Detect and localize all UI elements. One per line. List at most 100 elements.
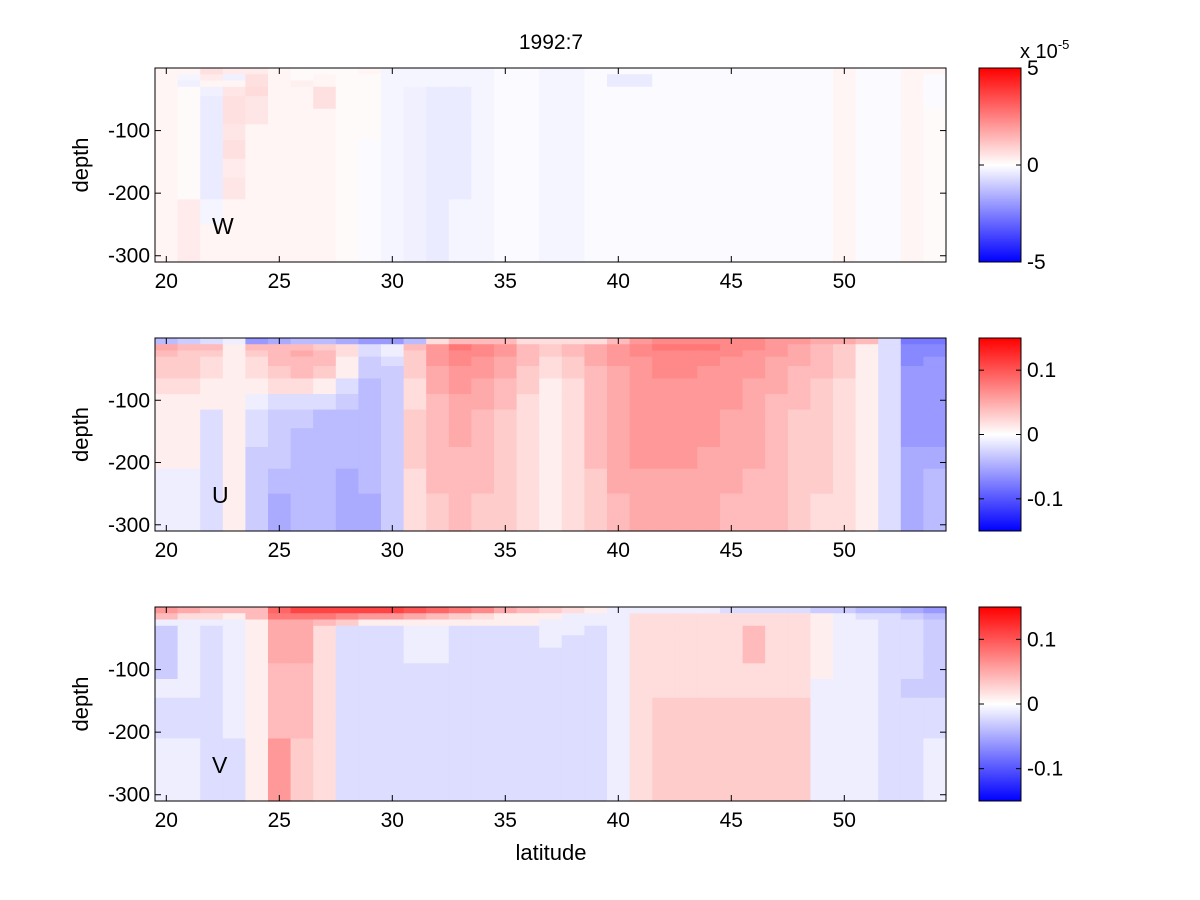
heatmap-cell <box>335 86 359 97</box>
heatmap-cell <box>268 96 292 110</box>
heatmap-cell <box>787 625 811 636</box>
heatmap-cell <box>674 468 698 495</box>
heatmap-cell <box>765 158 789 179</box>
heatmap-cell <box>923 394 947 411</box>
heatmap-cell <box>448 350 472 358</box>
heatmap-cell <box>426 446 450 470</box>
heatmap-cell <box>720 356 744 367</box>
heatmap-cell <box>403 663 427 680</box>
heatmap-cell <box>448 96 472 110</box>
heatmap-cell <box>245 158 269 179</box>
heatmap-cell <box>516 697 540 718</box>
heatmap-cell <box>833 763 857 802</box>
heatmap-cell <box>358 635 382 649</box>
heatmap-cell <box>855 763 879 802</box>
heatmap-cell <box>674 74 698 82</box>
heatmap-cell <box>426 428 450 448</box>
heatmap-cell <box>335 607 359 614</box>
heatmap-cell <box>313 139 337 160</box>
heatmap-cell <box>697 96 721 110</box>
heatmap-cell <box>358 697 382 718</box>
heatmap-cell <box>358 625 382 636</box>
heatmap-cell <box>290 409 314 429</box>
colorbar-tick-label: 0 <box>1027 154 1039 177</box>
heatmap-cell <box>200 124 224 141</box>
heatmap-cell <box>855 366 879 380</box>
heatmap-cell <box>516 80 540 88</box>
heatmap-cell <box>268 468 292 495</box>
heatmap-cell <box>155 80 179 88</box>
heatmap-cell <box>200 716 224 740</box>
heatmap-cell <box>810 446 834 470</box>
heatmap-cell <box>900 350 924 358</box>
heatmap-cell <box>403 409 427 429</box>
heatmap-cell <box>787 139 811 160</box>
heatmap-cell <box>923 158 947 179</box>
heatmap-cell <box>381 224 405 263</box>
heatmap-cell <box>810 199 834 226</box>
heatmap-cell <box>290 647 314 664</box>
heatmap-cell <box>629 647 653 664</box>
heatmap-cell <box>290 625 314 636</box>
heatmap-cell <box>923 446 947 470</box>
colorbar-exponent-power: -5 <box>1058 37 1070 52</box>
heatmap-cell <box>290 763 314 802</box>
heatmap-cell <box>787 177 811 201</box>
heatmap-cell <box>313 663 337 680</box>
heatmap-cell <box>855 409 879 429</box>
heatmap-cell <box>245 338 269 345</box>
heatmap-cell <box>765 80 789 88</box>
heatmap-cell <box>381 468 405 495</box>
heatmap-cell <box>900 344 924 352</box>
heatmap-cell <box>674 177 698 201</box>
heatmap-cell <box>177 697 201 718</box>
heatmap-cell <box>403 338 427 345</box>
heatmap-cell <box>335 177 359 201</box>
heatmap-cell <box>629 607 653 614</box>
heatmap-cell <box>448 697 472 718</box>
heatmap-cell <box>245 607 269 614</box>
heatmap-cell <box>290 394 314 411</box>
heatmap-cell <box>381 378 405 395</box>
chart-title: 1992:7 <box>519 31 583 54</box>
heatmap-cell <box>765 177 789 201</box>
heatmap-cell <box>833 158 857 179</box>
heatmap-cell <box>222 338 246 345</box>
heatmap-cell <box>561 394 585 411</box>
heatmap-cell <box>923 409 947 429</box>
colorbar: 50-5x 10-5 <box>978 37 1069 274</box>
heatmap-cell <box>177 763 201 802</box>
heatmap-cell <box>539 409 563 429</box>
heatmap-cell <box>923 108 947 125</box>
heatmap-cell <box>561 158 585 179</box>
heatmap-cell <box>607 613 631 621</box>
heatmap-cell <box>516 68 540 75</box>
heatmap-cell <box>313 124 337 141</box>
heatmap-cell <box>245 366 269 380</box>
heatmap-cell <box>629 738 653 765</box>
heatmap-cell <box>539 86 563 97</box>
heatmap-cell <box>855 139 879 160</box>
heatmap-cell <box>810 619 834 627</box>
heatmap-cell <box>652 647 676 664</box>
heatmap-cell <box>720 493 744 532</box>
heatmap-cell <box>765 647 789 664</box>
heatmap-cell <box>245 763 269 802</box>
heatmap-cell <box>200 763 224 802</box>
colorbar-exponent: x 10-5 <box>1020 37 1069 63</box>
heatmap-cell <box>381 613 405 621</box>
heatmap-cell <box>742 716 766 740</box>
heatmap-cell <box>697 394 721 411</box>
heatmap-cell <box>448 338 472 345</box>
heatmap-cell <box>878 647 902 664</box>
heatmap-cell <box>358 663 382 680</box>
heatmap-cell <box>358 446 382 470</box>
heatmap-cell <box>539 716 563 740</box>
heatmap-cell <box>810 86 834 97</box>
heatmap-cell <box>177 338 201 345</box>
heatmap-cell <box>674 635 698 649</box>
heatmap-cell <box>607 199 631 226</box>
heatmap-cell <box>584 177 608 201</box>
heatmap-cell <box>155 124 179 141</box>
heatmap-cell <box>674 394 698 411</box>
